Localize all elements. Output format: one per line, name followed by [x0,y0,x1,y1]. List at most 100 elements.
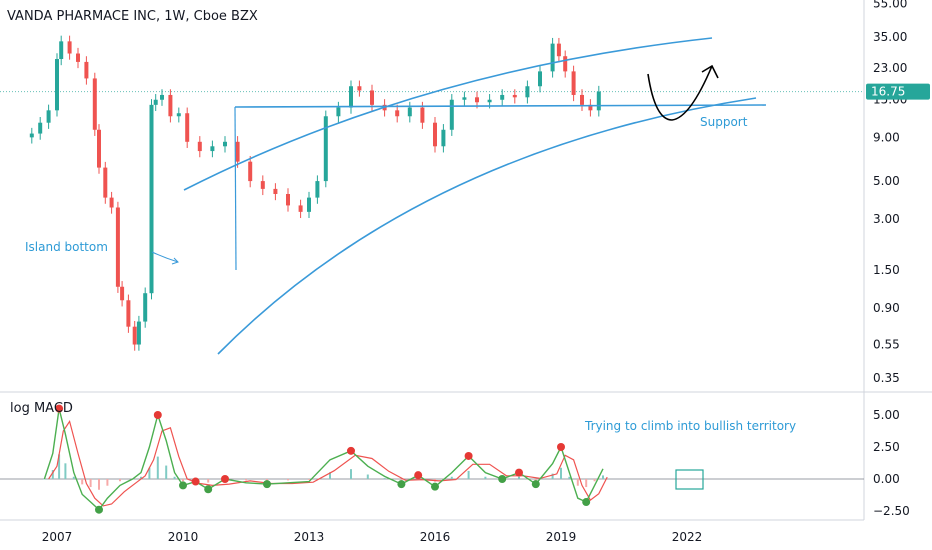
candle-body [149,104,154,294]
candle[interactable] [580,89,584,112]
candle-body [323,116,328,182]
candle[interactable] [185,107,190,148]
candle[interactable] [143,287,148,328]
candle[interactable] [176,107,181,123]
candle[interactable] [357,80,362,97]
candle[interactable] [550,37,555,78]
candle[interactable] [556,37,561,63]
candle[interactable] [315,175,320,204]
candle[interactable] [336,101,341,123]
macd-peak-marker [55,404,64,413]
candle[interactable] [109,191,114,214]
candle-body [76,53,80,62]
candle[interactable] [126,294,131,333]
macd-trough-marker [95,505,103,514]
candle[interactable] [168,89,173,123]
macd-peak-marker [557,443,565,451]
candle[interactable] [55,53,59,117]
candle[interactable] [210,140,215,158]
candle[interactable] [298,199,303,219]
macd-histogram-bar [156,456,159,479]
candle[interactable] [103,161,108,204]
macd-peak-marker [221,475,229,483]
macd-peak-marker [191,477,200,486]
candle[interactable] [120,281,125,307]
candle[interactable] [115,201,120,293]
price-tick-label: 0.90 [873,301,900,315]
candle[interactable] [462,91,467,106]
candle[interactable] [395,104,400,123]
macd-pane[interactable] [0,404,864,514]
candle[interactable] [538,65,542,93]
candle[interactable] [260,175,265,196]
candle[interactable] [407,101,412,123]
candle[interactable] [38,117,43,140]
candle[interactable] [433,117,437,153]
candle[interactable] [248,155,253,188]
candle[interactable] [149,99,154,300]
candle[interactable] [29,127,34,144]
candlestick-series[interactable] [29,35,601,351]
macd-histogram-bar [245,479,247,481]
candle[interactable] [512,89,517,104]
candle[interactable] [132,320,137,351]
island-arrow [151,251,179,263]
macd-histogram-bar [560,467,562,479]
candle-body [462,97,467,100]
candle-body [433,122,437,147]
candle[interactable] [273,183,278,201]
candle[interactable] [525,80,530,104]
candle[interactable] [563,50,568,78]
macd-trough-marker [431,482,439,491]
candle[interactable] [84,56,89,85]
candle[interactable] [307,191,311,219]
macd-histogram-bar [518,476,520,479]
macd-trough-marker [397,480,406,489]
macd-peak-marker [153,411,162,419]
candle[interactable] [92,72,97,136]
candle[interactable] [223,136,227,153]
candle[interactable] [97,124,101,174]
candle[interactable] [500,89,505,106]
macd-histogram-bar [551,473,554,479]
candle[interactable] [323,110,328,188]
macd-trough-marker [498,475,507,483]
time-tick-label: 2007 [42,530,73,544]
candle[interactable] [349,80,353,114]
candle[interactable] [136,315,141,351]
candle[interactable] [235,136,240,168]
candle-body [349,86,353,108]
macd-line [43,408,604,511]
macd-histogram-bar [72,476,75,479]
candle-body [538,71,542,87]
price-tick-label: 9.00 [873,131,900,145]
candle[interactable] [76,47,80,69]
candle[interactable] [441,124,446,153]
candle-body [298,205,303,212]
candle[interactable] [153,94,158,112]
candle[interactable] [197,136,202,158]
candle-body [420,107,425,123]
candle[interactable] [286,188,290,212]
cup-pattern-drawing [647,65,713,121]
price-tick-label: 0.35 [873,371,900,385]
candle[interactable] [160,89,164,106]
price-tick-label: 0.55 [873,338,900,352]
macd-tick-label: 2.50 [873,440,900,454]
candle[interactable] [59,35,64,66]
candle[interactable] [46,104,51,129]
macd-histogram-bar [585,479,588,488]
candle[interactable] [449,94,454,136]
candle-body [307,197,311,212]
upper-channel-curve [183,37,713,191]
candle[interactable] [596,85,601,117]
candle[interactable] [571,65,576,102]
price-tick-label: 1.50 [873,263,900,277]
price-tick-label: 5.00 [873,174,900,188]
time-axis[interactable]: 2007 2010 2013 2016 2019 2022 [42,530,703,544]
candle[interactable] [588,99,593,117]
macd-histogram-bar [165,465,168,479]
candle[interactable] [67,35,72,60]
price-axis[interactable]: 55.0035.0023.0015.009.005.003.001.500.90… [873,0,907,385]
